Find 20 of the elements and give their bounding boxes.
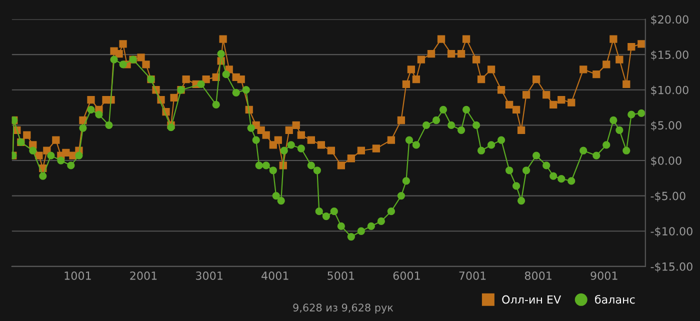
y-tick-label: -$10.00 bbox=[650, 226, 692, 237]
y-tick-label: $0.00 bbox=[651, 156, 682, 166]
y-tick-label: $20.00 bbox=[651, 15, 688, 26]
y-tick-label: -$5.00 bbox=[650, 192, 686, 202]
x-tick-label: 1001 bbox=[64, 271, 91, 280]
x-tick-label: 3001 bbox=[196, 271, 222, 280]
x-tick-label: 7001 bbox=[459, 271, 486, 280]
y-tick-label: $5.00 bbox=[651, 120, 682, 132]
x-tick-label: 2001 bbox=[130, 271, 157, 280]
x-tick-label: 9001 bbox=[590, 271, 618, 280]
legend-label: Олл-ин EV bbox=[502, 295, 562, 304]
x-tick-label: 8001 bbox=[524, 271, 552, 280]
y-tick-label: $15.00 bbox=[651, 50, 688, 60]
y-tick-label: $10.00 bbox=[651, 86, 688, 96]
text: 9,628 из 9,628 рук bbox=[293, 304, 394, 314]
x-tick-label: 6001 bbox=[393, 271, 420, 280]
x-tick-label: 5001 bbox=[328, 271, 354, 280]
y-tick-label: -$15.00 bbox=[650, 262, 692, 272]
x-tick-label: 4001 bbox=[262, 271, 288, 280]
legend-label: баланс bbox=[595, 294, 635, 304]
